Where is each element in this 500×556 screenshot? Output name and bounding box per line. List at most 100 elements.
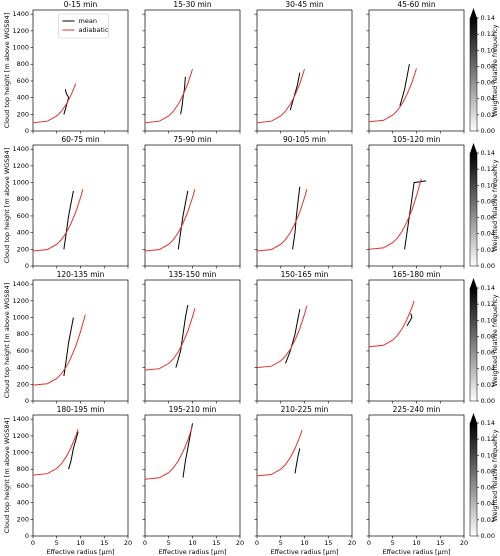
axes-frame [144, 279, 241, 402]
legend-box [58, 13, 109, 39]
colorbar-tick-label: 0.06 [481, 349, 495, 357]
x-tick-label: 5 [55, 539, 59, 547]
axes-frame [368, 279, 465, 402]
y-tick-label: 800 [17, 465, 29, 473]
series-line [256, 188, 308, 252]
panel-title: 150-165 min [281, 270, 329, 279]
colorbar-tick-label: 0.10 [481, 181, 495, 189]
x-axis-label: Effective radius [µm] [158, 548, 226, 556]
colorbar-label: Weighted relative frequency [491, 24, 499, 116]
y-tick-label: 200 [17, 515, 29, 523]
series-line [177, 190, 189, 250]
colorbar-tick-label: 0.04 [481, 500, 495, 508]
x-tick-label: 0 [143, 539, 147, 547]
x-tick-label: 20 [460, 539, 468, 547]
colorbar-tick-label: 0.08 [481, 197, 495, 205]
axes-frame [32, 279, 129, 402]
y-tick-label: 800 [17, 330, 29, 338]
series-line [144, 69, 193, 124]
series-line [292, 186, 301, 250]
y-tick-label: 200 [17, 380, 29, 388]
panel-title: 90-105 min [283, 135, 326, 144]
colorbar-tick-label: 0.10 [481, 451, 495, 459]
x-tick-label: 0 [367, 539, 371, 547]
colorbar-tick-label: 0.02 [481, 111, 495, 119]
y-tick-label: 0 [25, 532, 29, 540]
colorbar-tick-label: 0.08 [481, 467, 495, 475]
series-line [175, 304, 189, 368]
panel-title: 60-75 min [61, 135, 100, 144]
y-tick-label: 1400 [12, 145, 29, 153]
series-line [32, 314, 86, 386]
colorbar-tick-label: 0.06 [481, 214, 495, 222]
y-tick-label: 800 [17, 60, 29, 68]
y-tick-label: 1200 [12, 297, 29, 305]
panel-title: 210-225 min [281, 405, 329, 414]
colorbar-tick-label: 0.04 [481, 365, 495, 373]
colorbar-tick-label: 0.00 [481, 532, 495, 540]
y-tick-label: 200 [17, 245, 29, 253]
series-line [294, 448, 301, 474]
colorbar-tick-label: 0.08 [481, 332, 495, 340]
colorbar [469, 17, 478, 132]
axes-frame [144, 414, 241, 537]
panel-title: 75-90 min [173, 135, 212, 144]
y-tick-label: 0 [25, 262, 29, 270]
y-tick-label: 400 [17, 364, 29, 372]
x-tick-label: 15 [324, 539, 332, 547]
colorbar-label: Weighted relative frequency [491, 429, 499, 521]
panel-title: 225-240 min [393, 405, 441, 414]
colorbar-extend [470, 278, 477, 288]
y-tick-label: 1400 [12, 10, 29, 18]
panel-title: 45-60 min [397, 0, 436, 9]
series-line [399, 64, 410, 107]
y-tick-label: 800 [17, 195, 29, 203]
y-tick-label: 1000 [12, 449, 29, 457]
colorbar-tick-label: 0.02 [481, 246, 495, 254]
series-line [289, 72, 301, 111]
colorbar-tick-label: 0.14 [481, 419, 495, 427]
colorbar-tick-label: 0.02 [481, 381, 495, 389]
x-tick-label: 0 [255, 539, 259, 547]
y-tick-label: 1200 [12, 432, 29, 440]
colorbar-tick-label: 0.06 [481, 79, 495, 87]
series-line [406, 313, 413, 327]
series-line [144, 308, 196, 371]
colorbar-tick-label: 0.14 [481, 14, 495, 22]
axes-frame [32, 144, 129, 267]
y-tick-label: 600 [17, 347, 29, 355]
colorbar [469, 152, 478, 267]
y-tick-label: 1000 [12, 179, 29, 187]
panel-title: 30-45 min [285, 0, 324, 9]
x-tick-label: 10 [188, 539, 196, 547]
colorbar-extend [470, 8, 477, 18]
y-tick-label: 600 [17, 77, 29, 85]
series-line [404, 180, 427, 250]
axes-frame [368, 414, 465, 537]
colorbar-tick-label: 0.12 [481, 30, 495, 38]
colorbar-tick-label: 0.12 [481, 165, 495, 173]
series-line [368, 178, 422, 250]
colorbar-tick-label: 0.06 [481, 484, 495, 492]
colorbar-tick-label: 0.14 [481, 149, 495, 157]
colorbar-tick-label: 0.08 [481, 62, 495, 70]
colorbar-tick-label: 0.02 [481, 516, 495, 524]
colorbar-tick-label: 0.10 [481, 46, 495, 54]
y-axis-label: Cloud top height [m above WGS84] [3, 148, 11, 263]
x-tick-label: 15 [436, 539, 444, 547]
y-tick-label: 1400 [12, 415, 29, 423]
axes-frame [256, 279, 353, 402]
y-tick-label: 400 [17, 94, 29, 102]
y-tick-label: 600 [17, 482, 29, 490]
series-line [68, 431, 79, 470]
x-tick-label: 10 [412, 539, 420, 547]
axes-frame [256, 144, 353, 267]
colorbar-tick-label: 0.00 [481, 127, 495, 135]
colorbar-tick-label: 0.12 [481, 300, 495, 308]
x-tick-label: 20 [348, 539, 356, 547]
colorbar-tick-label: 0.00 [481, 397, 495, 405]
colorbar-tick-label: 0.04 [481, 230, 495, 238]
panel-title: 105-120 min [393, 135, 441, 144]
colorbar-label: Weighted relative frequency [491, 294, 499, 386]
y-tick-label: 0 [25, 127, 29, 135]
